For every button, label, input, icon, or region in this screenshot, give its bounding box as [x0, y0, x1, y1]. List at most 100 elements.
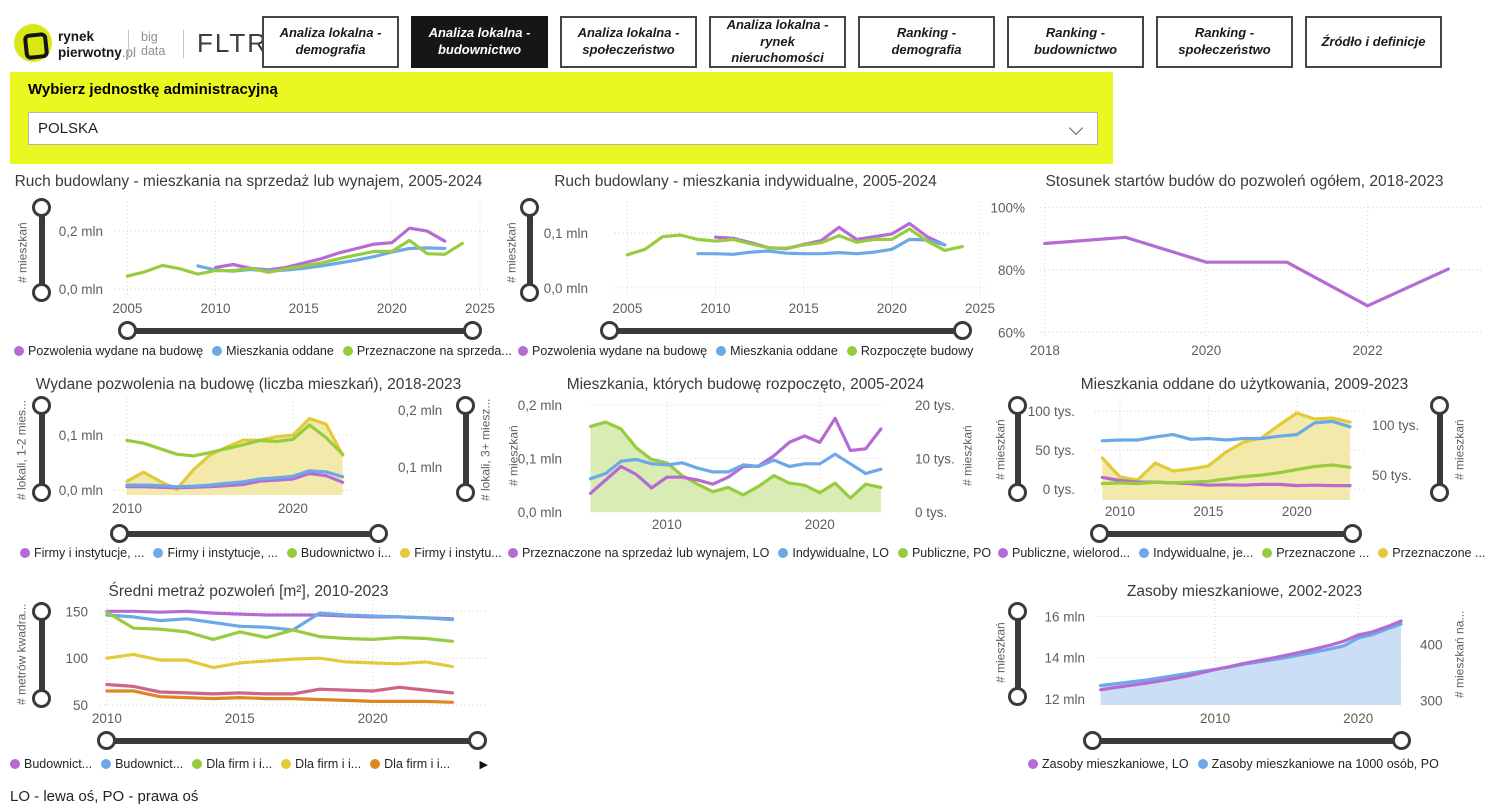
- x-range-slider[interactable]: [1090, 524, 1362, 543]
- slider-handle[interactable]: [1008, 602, 1027, 621]
- legend-item[interactable]: Indywidualne, je...: [1139, 546, 1253, 560]
- slider-handle[interactable]: [520, 283, 539, 302]
- y-range-slider[interactable]: [32, 396, 51, 502]
- y-range-slider[interactable]: [32, 602, 51, 708]
- slider-handle[interactable]: [32, 396, 51, 415]
- slider-bar[interactable]: [462, 404, 469, 494]
- tab-analiza-lokalna-budownictwo[interactable]: Analiza lokalna - budownictwo: [411, 16, 548, 68]
- y-range-slider[interactable]: [520, 198, 539, 302]
- legend-item[interactable]: Indywidualne, LO: [778, 546, 889, 560]
- slider-bar[interactable]: [105, 737, 479, 744]
- legend-item[interactable]: Dla firm i i...: [370, 757, 450, 771]
- slider-handle[interactable]: [369, 524, 388, 543]
- legend-item[interactable]: Pozwolenia wydane na budowę: [518, 344, 707, 358]
- slider-bar[interactable]: [608, 327, 964, 334]
- legend-dot-icon: [14, 346, 24, 356]
- legend-item[interactable]: Mieszkania oddane: [212, 344, 334, 358]
- legend-label: Pozwolenia wydane na budowę: [532, 344, 708, 358]
- admin-unit-dropdown[interactable]: POLSKA: [28, 112, 1098, 145]
- slider-handle[interactable]: [1343, 524, 1362, 543]
- slider-handle[interactable]: [1008, 396, 1027, 415]
- slider-handle[interactable]: [520, 198, 539, 217]
- legend-label: Mieszkania oddane: [226, 344, 334, 358]
- legend-dot-icon: [1028, 759, 1038, 769]
- slider-handle[interactable]: [1008, 687, 1027, 706]
- slider-handle[interactable]: [468, 731, 487, 750]
- legend-item[interactable]: Publiczne, PO: [897, 546, 991, 560]
- legend-item[interactable]: Firmy i instytucje, ...: [20, 546, 144, 560]
- y-range-slider[interactable]: [1008, 396, 1027, 502]
- slider-bar[interactable]: [1014, 404, 1021, 494]
- slider-handle[interactable]: [1083, 731, 1102, 750]
- x-range-slider[interactable]: [97, 731, 487, 750]
- legend-item[interactable]: Przeznaczone ...: [1378, 546, 1485, 560]
- tab-ranking-demografia[interactable]: Ranking - demografia: [858, 16, 995, 68]
- legend-item[interactable]: Pozwolenia wydane na budowę: [14, 344, 203, 358]
- legend-item[interactable]: Budownict...: [101, 757, 183, 771]
- x-range-slider[interactable]: [110, 524, 388, 543]
- tab-analiza-lokalna-demografia[interactable]: Analiza lokalna - demografia: [262, 16, 399, 68]
- slider-handle[interactable]: [1430, 483, 1449, 502]
- series-line: [125, 423, 345, 458]
- slider-handle[interactable]: [456, 396, 475, 415]
- legend-item[interactable]: Budownictwo i...: [286, 546, 391, 560]
- slider-handle[interactable]: [32, 602, 51, 621]
- y-tick-label: 0,1 mln: [518, 451, 562, 466]
- slider-bar[interactable]: [526, 206, 533, 294]
- y-range-slider[interactable]: [1008, 602, 1027, 706]
- legend-dot-icon: [846, 346, 857, 356]
- legend-item[interactable]: Budownict...: [10, 757, 92, 771]
- x-range-slider[interactable]: [600, 321, 972, 340]
- slider-bar[interactable]: [1436, 404, 1443, 494]
- slider-handle[interactable]: [1008, 483, 1027, 502]
- legend-item[interactable]: Publiczne, wielorod...: [998, 546, 1130, 560]
- legend-scroll-arrow-icon[interactable]: ▶: [479, 758, 488, 771]
- legend-item[interactable]: Mieszkania oddane: [716, 344, 838, 358]
- slider-bar[interactable]: [1014, 610, 1021, 698]
- y-range-slider[interactable]: [1430, 396, 1449, 502]
- legend-item[interactable]: Zasoby mieszkaniowe na 1000 osób, PO: [1197, 757, 1439, 771]
- legend-item[interactable]: Dla firm i i...: [281, 757, 361, 771]
- slider-handle[interactable]: [1392, 731, 1411, 750]
- slider-handle[interactable]: [32, 198, 51, 217]
- slider-handle[interactable]: [32, 283, 51, 302]
- slider-handle[interactable]: [1090, 524, 1109, 543]
- x-range-slider[interactable]: [1083, 731, 1411, 750]
- slider-bar[interactable]: [1091, 737, 1403, 744]
- slider-handle[interactable]: [32, 689, 51, 708]
- legend-item[interactable]: Rozpoczęte budowy: [846, 344, 973, 358]
- slider-bar[interactable]: [118, 530, 380, 537]
- tab-ranking-budownictwo[interactable]: Ranking - budownictwo: [1007, 16, 1144, 68]
- tab-analiza-lokalna-rynek-nieruchomosci[interactable]: Analiza lokalna - rynek nieruchomości: [709, 16, 846, 68]
- tab-zrodlo-i-definicje[interactable]: Źródło i definicje: [1305, 16, 1442, 68]
- slider-handle[interactable]: [1430, 396, 1449, 415]
- slider-bar[interactable]: [38, 610, 45, 700]
- legend-item[interactable]: Przeznaczone na sprzedaż lub wynajem, LO: [508, 546, 769, 560]
- slider-handle[interactable]: [953, 321, 972, 340]
- chart-title-zasoby: Zasoby mieszkaniowe, 2002-2023: [1126, 583, 1363, 600]
- slider-handle[interactable]: [456, 483, 475, 502]
- tab-analiza-lokalna-spoleczenstwo[interactable]: Analiza lokalna - społeczeństwo: [560, 16, 697, 68]
- slider-handle[interactable]: [118, 321, 137, 340]
- x-range-slider[interactable]: [118, 321, 482, 340]
- slider-handle[interactable]: [110, 524, 129, 543]
- slider-handle[interactable]: [97, 731, 116, 750]
- tab-ranking-spoleczenstwo[interactable]: Ranking - społeczeństwo: [1156, 16, 1293, 68]
- y-range-slider[interactable]: [32, 198, 51, 302]
- slider-bar[interactable]: [38, 206, 45, 294]
- slider-bar[interactable]: [126, 327, 474, 334]
- legend-item[interactable]: Przeznaczone ...: [1262, 546, 1369, 560]
- legend-item[interactable]: Przeznaczone na sprzeda...: [342, 344, 512, 358]
- legend-item[interactable]: Zasoby mieszkaniowe, LO: [1028, 757, 1189, 771]
- slider-handle[interactable]: [32, 483, 51, 502]
- slider-handle[interactable]: [463, 321, 482, 340]
- slider-handle[interactable]: [600, 321, 619, 340]
- slider-bar[interactable]: [1098, 530, 1354, 537]
- legend-item[interactable]: Firmy i instytu...: [400, 546, 502, 560]
- legend-item[interactable]: Firmy i instytucje, ...: [153, 546, 278, 560]
- legend-item[interactable]: Dla firm i i...: [192, 757, 272, 771]
- y-tick-label: 0,0 mln: [59, 483, 103, 498]
- slider-bar[interactable]: [38, 404, 45, 494]
- y-range-slider[interactable]: [456, 396, 475, 502]
